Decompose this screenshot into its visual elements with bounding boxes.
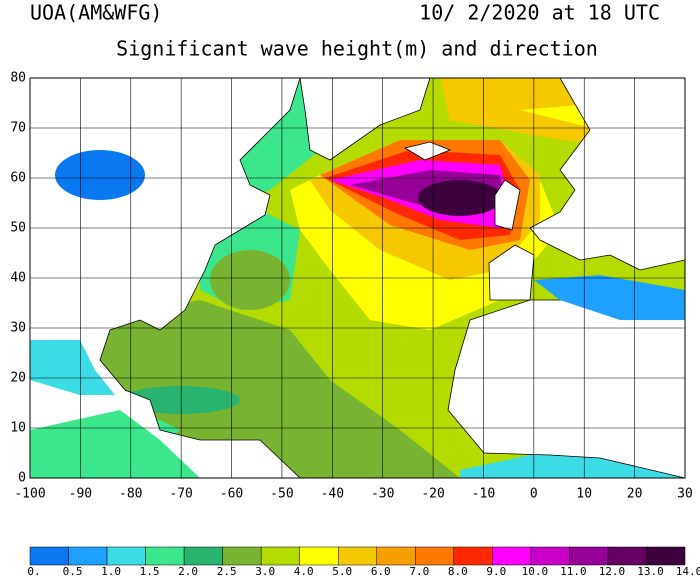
colorbar-label: 6.0 [371,565,391,577]
x-tick-label: -10 [472,487,495,502]
colorbar-label: 14.0 [676,565,700,577]
colorbar-segment [530,546,570,566]
colorbar-label: 12.0 [599,565,626,577]
x-tick-label: -20 [421,487,444,502]
x-tick-label: 30 [677,487,693,502]
colorbar-segment [183,546,223,566]
colorbar-segment [376,546,416,566]
colorbar-segment [569,546,609,566]
y-tick-label: 70 [10,121,26,136]
colorbar-segment [106,546,146,566]
y-tick-label: 50 [10,221,26,236]
colorbar-segment [222,546,262,566]
colorbar-segment [607,546,647,566]
colorbar-label: 13.0 [637,565,664,577]
y-tick-label: 60 [10,171,26,186]
x-tick-label: -100 [14,487,45,502]
colorbar-label: 0.5 [63,565,83,577]
x-tick-label: -30 [371,487,394,502]
colorbar-label: 5.0 [332,565,352,577]
colorbar-segment [646,546,686,566]
colorbar-label: 10.0 [522,565,549,577]
y-tick-label: 30 [10,321,26,336]
x-tick-label: -80 [119,487,142,502]
colorbar-segment [453,546,493,566]
y-tick-label: 20 [10,371,26,386]
colorbar-label: 1.0 [101,565,121,577]
x-tick-label: 0 [530,487,538,502]
x-tick-label: -60 [220,487,243,502]
colorbar-segment [337,546,378,566]
colorbar-label: 1.5 [140,565,160,577]
datetime-label: 10/ 2/2020 at 18 UTC [419,1,660,25]
x-tick-label: 10 [576,487,592,502]
x-tick-label: -50 [270,487,293,502]
colorbar-segment [260,546,300,566]
colorbar-segment [415,546,455,566]
map-title: Significant wave height(m) and direction [116,37,598,61]
colorbar-segment [299,546,339,566]
colorbar-segment [68,546,108,566]
colorbar-label: 2.0 [178,565,198,577]
y-tick-label: 80 [10,71,26,86]
colorbar-label: 4.0 [294,565,314,577]
x-tick-label: -70 [169,487,192,502]
colorbar-label: 11.0 [560,565,587,577]
colorbar-label: 8.0 [448,565,468,577]
y-tick-label: 40 [10,271,26,286]
x-tick-label: -90 [69,487,92,502]
colorbar-label: 0. [27,565,40,577]
colorbar-label: 2.5 [217,565,237,577]
y-tick-label: 0 [18,471,26,486]
source-label: UOA(AM&WFG) [30,1,162,25]
colorbar-segment [145,546,185,566]
x-tick-label: -40 [321,487,344,502]
colorbar-segment [29,546,69,566]
colorbar-segment [492,546,532,566]
y-tick-label: 10 [10,421,26,436]
x-tick-label: 20 [627,487,643,502]
colorbar-label: 7.0 [409,565,429,577]
colorbar-label: 9.0 [486,565,506,577]
colorbar-label: 3.0 [255,565,275,577]
